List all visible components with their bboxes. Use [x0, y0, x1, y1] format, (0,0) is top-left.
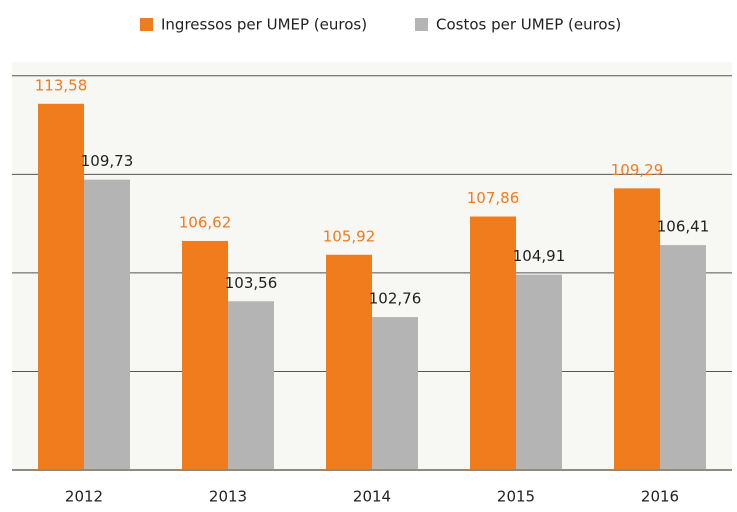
bar [470, 216, 516, 470]
legend-swatch [415, 18, 428, 31]
value-label: 109,73 [81, 152, 134, 170]
value-label: 103,56 [225, 274, 278, 292]
x-tick-label: 2016 [641, 488, 679, 506]
bar [372, 317, 418, 470]
bar [182, 240, 228, 470]
x-tick-label: 2012 [65, 488, 103, 506]
bar [516, 274, 562, 470]
bar [660, 245, 706, 470]
bar [38, 103, 84, 470]
x-tick-label: 2013 [209, 488, 247, 506]
x-tick-label: 2015 [497, 488, 535, 506]
bar [326, 254, 372, 470]
value-label: 109,29 [611, 161, 664, 179]
x-tick-label: 2014 [353, 488, 391, 506]
value-label: 113,58 [35, 76, 88, 94]
value-label: 104,91 [513, 247, 566, 265]
value-label: 102,76 [369, 290, 422, 308]
value-label: 105,92 [323, 227, 376, 245]
legend-label: Costos per UMEP (euros) [436, 16, 621, 34]
legend-swatch [140, 18, 153, 31]
bar [614, 188, 660, 470]
value-label: 106,41 [657, 218, 710, 236]
bar [84, 179, 130, 471]
bar [228, 301, 274, 470]
legend-label: Ingressos per UMEP (euros) [161, 16, 367, 34]
value-label: 106,62 [179, 213, 232, 231]
value-label: 107,86 [467, 189, 520, 207]
